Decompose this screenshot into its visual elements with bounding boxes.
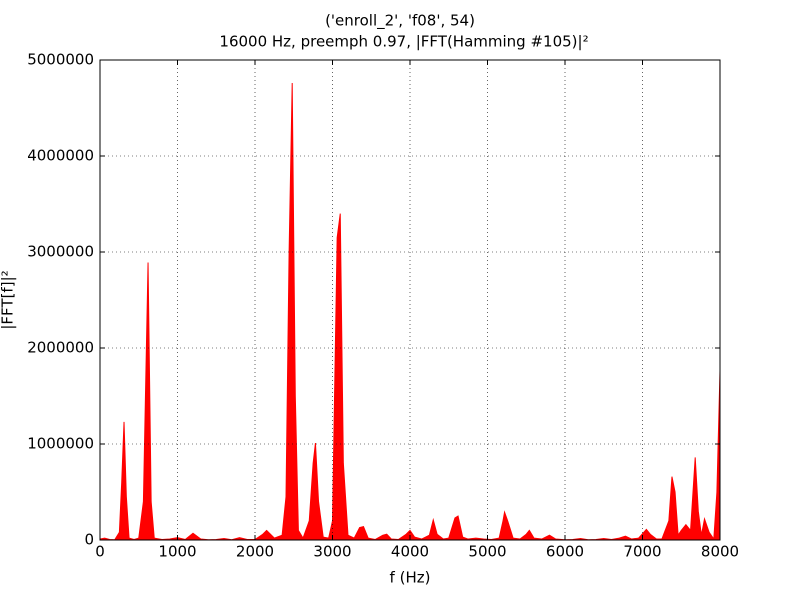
y-tick-label: 2000000 xyxy=(27,339,94,357)
x-tick-label: 0 xyxy=(95,543,105,561)
y-tick-label: 0 xyxy=(84,531,94,549)
y-tick-label: 1000000 xyxy=(27,435,94,453)
plot-area xyxy=(99,83,721,541)
x-tick-label: 5000 xyxy=(468,543,506,561)
x-tick-label: 2000 xyxy=(236,543,274,561)
chart-title: ('enroll_2', 'f08', 54) xyxy=(325,12,475,31)
x-tick-label: 3000 xyxy=(313,543,351,561)
y-tick-label: 4000000 xyxy=(27,147,94,165)
y-tick-label: 3000000 xyxy=(27,243,94,261)
x-tick-label: 7000 xyxy=(623,543,661,561)
x-axis-label: f (Hz) xyxy=(390,569,431,587)
x-tick-label: 4000 xyxy=(391,543,429,561)
x-tick-label: 1000 xyxy=(158,543,196,561)
x-tick-label: 6000 xyxy=(546,543,584,561)
chart-subtitle: 16000 Hz, preemph 0.97, |FFT(Hamming #10… xyxy=(219,33,588,51)
area xyxy=(99,83,721,541)
axes-frame xyxy=(99,59,721,541)
y-axis-label: |FFT[f]|² xyxy=(0,270,17,329)
x-tick-label: 8000 xyxy=(701,543,739,561)
y-tick-label: 5000000 xyxy=(27,51,94,69)
